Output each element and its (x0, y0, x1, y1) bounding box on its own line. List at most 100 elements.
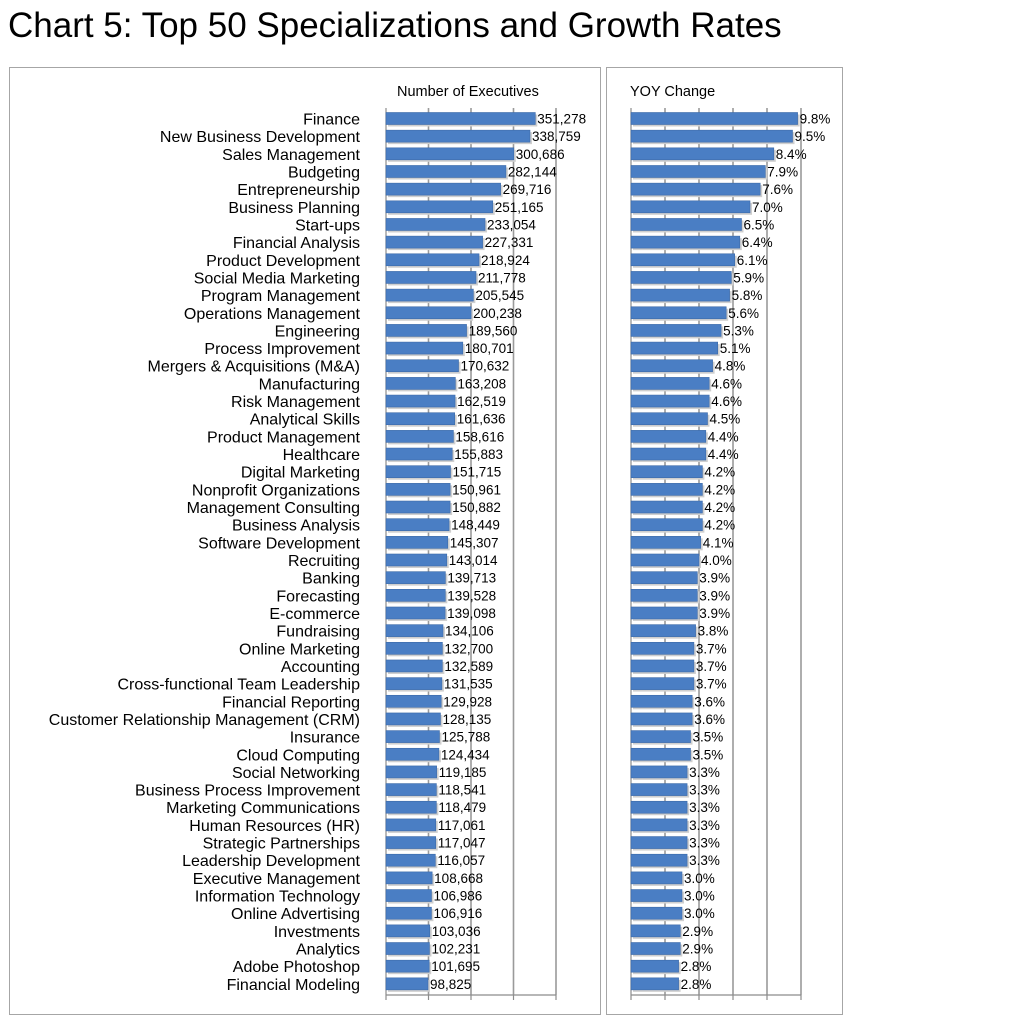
executives-bar (385, 500, 451, 514)
executives-data-label: 102,231 (431, 942, 480, 957)
executives-bar (385, 853, 436, 867)
yoy-bar (630, 324, 722, 337)
category-label: Information Technology (195, 889, 360, 906)
category-label: Entrepreneurship (237, 182, 360, 199)
yoy-data-label: 3.0% (684, 871, 715, 886)
yoy-bar (630, 412, 708, 426)
yoy-bar (630, 818, 688, 832)
executives-bar (385, 677, 443, 690)
category-label: Analytics (296, 942, 360, 959)
executives-bar (385, 659, 443, 673)
executives-bar (385, 889, 432, 902)
executives-data-label: 118,541 (438, 783, 486, 798)
executives-data-label: 125,788 (441, 730, 490, 745)
category-label: Banking (302, 571, 360, 588)
executives-bar (385, 518, 450, 531)
executives-bar (385, 747, 440, 761)
yoy-bar (630, 359, 713, 373)
yoy-bar (630, 465, 703, 479)
category-label: Healthcare (283, 447, 360, 464)
executives-bar (385, 641, 443, 655)
yoy-data-label: 6.4% (742, 235, 773, 250)
executives-bar (385, 906, 432, 920)
executives-bar (385, 712, 441, 726)
executives-data-label: 233,054 (487, 217, 536, 232)
yoy-bar (630, 694, 693, 708)
category-label: Business Analysis (232, 518, 360, 535)
executives-data-label: 170,632 (461, 359, 510, 374)
category-label: Business Process Improvement (135, 783, 361, 800)
executives-data-label: 158,616 (455, 429, 504, 444)
yoy-bar (630, 853, 688, 867)
executives-data-label: 108,668 (434, 871, 483, 886)
yoy-bar (630, 606, 698, 620)
yoy-data-label: 7.6% (762, 182, 793, 197)
category-label: Online Advertising (231, 906, 360, 923)
executives-bar (385, 182, 501, 196)
executives-data-label: 269,716 (503, 182, 552, 197)
yoy-data-label: 9.5% (795, 129, 826, 144)
executives-data-label: 143,014 (449, 553, 498, 568)
yoy-bar (630, 959, 679, 973)
yoy-data-label: 4.2% (704, 465, 735, 480)
yoy-data-label: 2.9% (682, 924, 713, 939)
yoy-bar (630, 712, 693, 726)
yoy-data-label: 3.0% (684, 906, 715, 921)
category-label: Financial Reporting (222, 694, 360, 711)
executives-bar (385, 606, 446, 620)
executives-bar (385, 412, 455, 426)
yoy-bar (630, 500, 703, 514)
category-label: Executive Management (193, 871, 361, 888)
yoy-data-label: 6.1% (737, 253, 768, 268)
executives-bar (385, 694, 442, 708)
category-label: Digital Marketing (241, 465, 360, 482)
category-label: Business Planning (228, 200, 360, 217)
yoy-data-label: 3.5% (693, 747, 724, 762)
yoy-bar (630, 235, 741, 249)
executives-data-label: 128,135 (442, 712, 491, 727)
executives-bar (385, 271, 477, 284)
yoy-bar (630, 659, 695, 673)
category-label: Social Media Marketing (194, 270, 360, 287)
category-label: Program Management (201, 288, 361, 305)
executives-bar (385, 394, 456, 408)
category-label: Fundraising (276, 624, 360, 641)
yoy-data-label: 4.4% (708, 429, 739, 444)
category-label: Sales Management (222, 147, 360, 164)
yoy-bar (630, 553, 700, 567)
category-label: Budgeting (288, 164, 360, 181)
yoy-bar (630, 447, 707, 461)
executives-bar (385, 288, 474, 302)
yoy-chart-title: YOY Change (630, 84, 715, 100)
category-label: E-commerce (269, 606, 360, 623)
yoy-data-label: 9.8% (800, 112, 831, 127)
executives-data-label: 139,713 (447, 571, 496, 586)
yoy-data-label: 8.4% (776, 147, 807, 162)
yoy-data-label: 3.9% (699, 606, 730, 621)
executives-data-label: 218,924 (481, 253, 530, 268)
category-label: Recruiting (288, 553, 360, 570)
category-label: Manufacturing (259, 376, 360, 393)
yoy-bar (630, 341, 718, 355)
yoy-data-label: 3.9% (699, 588, 730, 603)
yoy-bar (630, 765, 688, 779)
executives-bar (385, 112, 536, 125)
category-label: Leadership Development (182, 853, 360, 870)
yoy-bar (630, 589, 698, 602)
executives-bar (385, 324, 467, 337)
executives-data-label: 251,165 (495, 200, 544, 215)
yoy-data-label: 4.1% (703, 535, 734, 550)
executives-data-label: 282,144 (508, 164, 557, 179)
yoy-data-label: 4.6% (711, 376, 742, 391)
executives-data-label: 161,636 (457, 412, 506, 427)
executives-data-label: 129,928 (443, 694, 492, 709)
yoy-bar (630, 182, 761, 196)
yoy-data-label: 4.5% (710, 412, 741, 427)
yoy-data-label: 5.3% (723, 323, 754, 338)
executives-data-label: 338,759 (532, 129, 581, 144)
yoy-bar (630, 536, 701, 549)
category-label: Accounting (281, 659, 360, 676)
category-label: Online Marketing (239, 641, 360, 658)
executives-bar (385, 571, 446, 584)
